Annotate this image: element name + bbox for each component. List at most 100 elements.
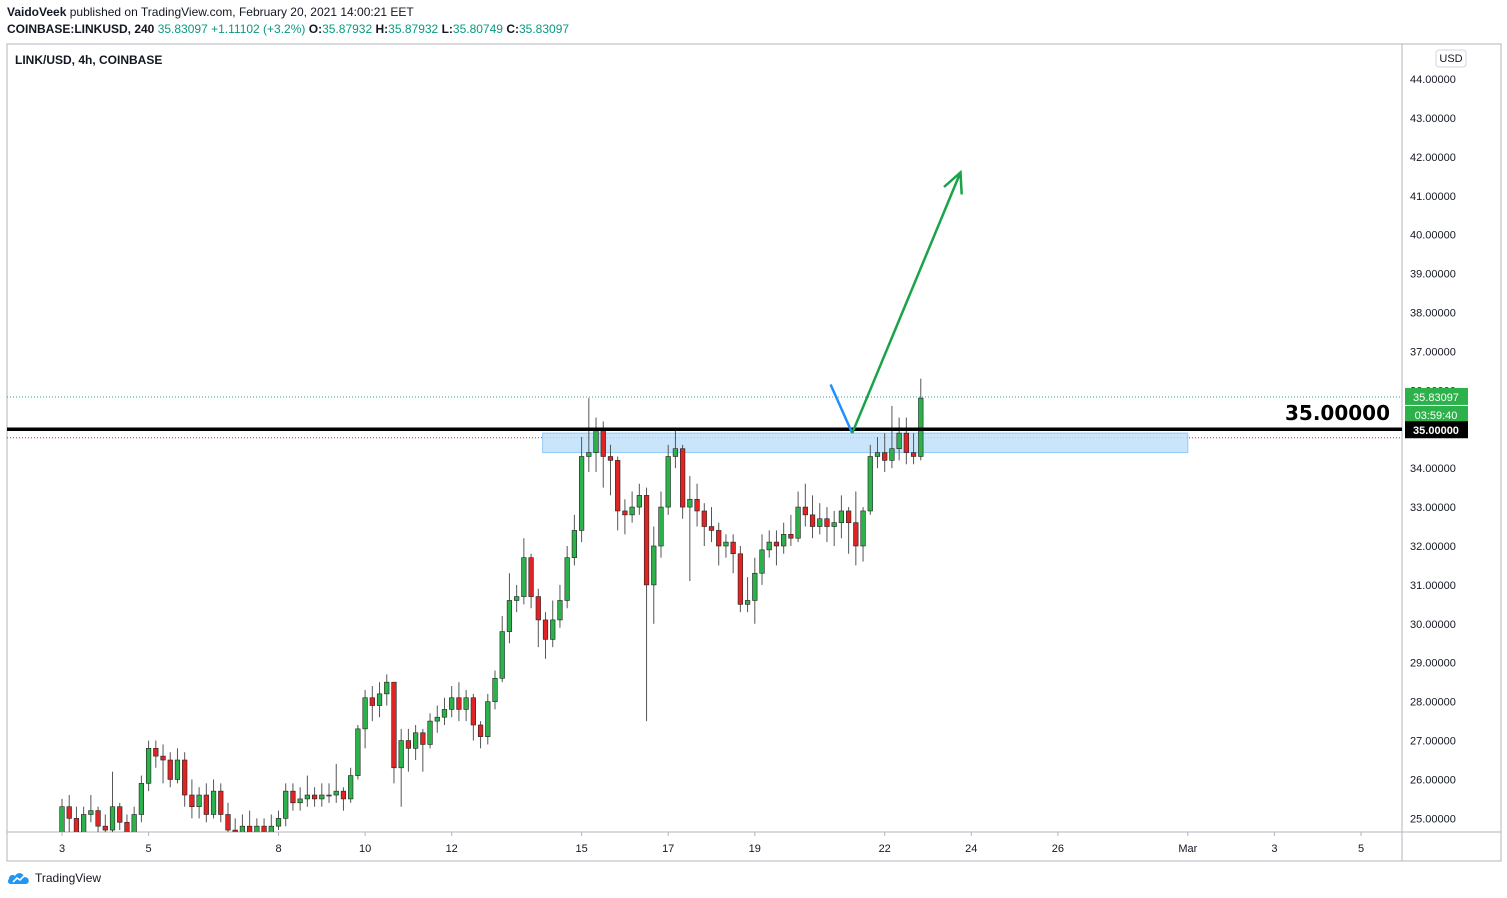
candle-body [117,806,123,823]
candle [405,728,412,772]
ohlc-line: COINBASE:LINKUSD, 240 35.83097 +1.11102 … [7,22,569,36]
candle-body [95,810,101,827]
candle [254,818,260,832]
candle [708,507,715,543]
candle [773,530,780,566]
candle [578,437,585,543]
candle-body [680,448,686,508]
candle [189,779,195,819]
candle-body [441,709,448,718]
price-tick-label: 44.00000 [1410,74,1456,86]
time-tick-label: 17 [662,843,674,855]
candle-body [694,498,700,512]
candle-body [413,732,419,749]
author-name[interactable]: VaidoVeek [7,5,67,19]
candle-body [571,530,577,558]
candle-body [283,790,289,819]
candle [117,802,123,831]
candle-body [817,518,823,527]
candle-body [340,790,347,800]
candle-body [896,432,902,450]
candle-body [766,541,772,551]
candle-body [499,631,505,679]
candle [261,818,267,832]
candle-body [333,790,339,796]
candle [232,818,238,832]
candle-body [218,790,224,815]
candle [333,763,339,803]
candle-body [297,798,303,804]
candle-body [752,572,758,601]
candle-body [73,818,80,832]
time-tick-label: 10 [359,843,371,855]
candle [846,507,852,554]
candle-body [369,697,375,706]
price-tick-label: 33.00000 [1410,502,1456,514]
candle [680,444,686,519]
price-tick-label: 28.00000 [1410,697,1456,709]
candle [59,798,65,832]
candle-body [759,549,765,574]
candle-body [167,759,173,780]
candle-body [586,452,592,457]
plot-area: 35.00000 [7,169,1402,832]
candle [535,588,541,648]
time-tick-label: 5 [146,843,152,855]
candle [203,783,209,823]
price-tick-label: 43.00000 [1410,113,1456,125]
candle [629,491,635,523]
candle-body [535,596,541,621]
candle-body [846,510,852,523]
candle [701,503,707,546]
candle [528,553,534,609]
time-tick-label: 5 [1358,843,1364,855]
support-level-label: 35.00000 [1285,401,1390,425]
currency-button-label: USD [1439,53,1462,65]
candle [124,814,130,832]
green-projection-arrow [851,171,962,434]
tradingview-footer[interactable]: TradingView [7,871,101,885]
candle-body [355,728,361,776]
price-tick-label: 25.00000 [1410,813,1456,825]
candle [607,444,614,496]
candle [506,573,513,644]
candle [109,771,116,832]
candle [355,724,361,780]
currency-button[interactable]: USD [1435,49,1467,68]
price-tick-label: 34.00000 [1410,463,1456,475]
candle [167,752,173,788]
candle-body [88,810,94,815]
candle-body [665,456,671,508]
candle [889,405,895,469]
candle [470,693,476,741]
candle [66,795,72,832]
candle [434,705,440,733]
candle [275,810,282,831]
candle-body [196,794,202,808]
candle [514,584,520,613]
candle [716,522,722,566]
price-tick-label: 26.00000 [1410,774,1456,786]
candle-body [275,818,282,827]
candle-body [261,825,267,832]
countdown-tag [1405,405,1468,423]
candle [910,433,917,465]
candle-body [398,740,404,769]
candle [131,806,137,832]
candle [557,584,563,628]
candle-body [319,794,325,800]
candle-body [607,456,614,461]
time-tick-label: 3 [59,843,65,855]
candle [283,783,289,827]
candle [492,670,498,710]
candle [665,444,671,515]
candle-body [521,557,527,597]
time-tick-label: 19 [749,843,761,855]
candle [427,713,433,749]
candle [867,444,873,515]
candle-body [492,677,498,702]
candle-body [773,541,780,547]
candle [571,514,577,566]
candle [384,674,390,706]
